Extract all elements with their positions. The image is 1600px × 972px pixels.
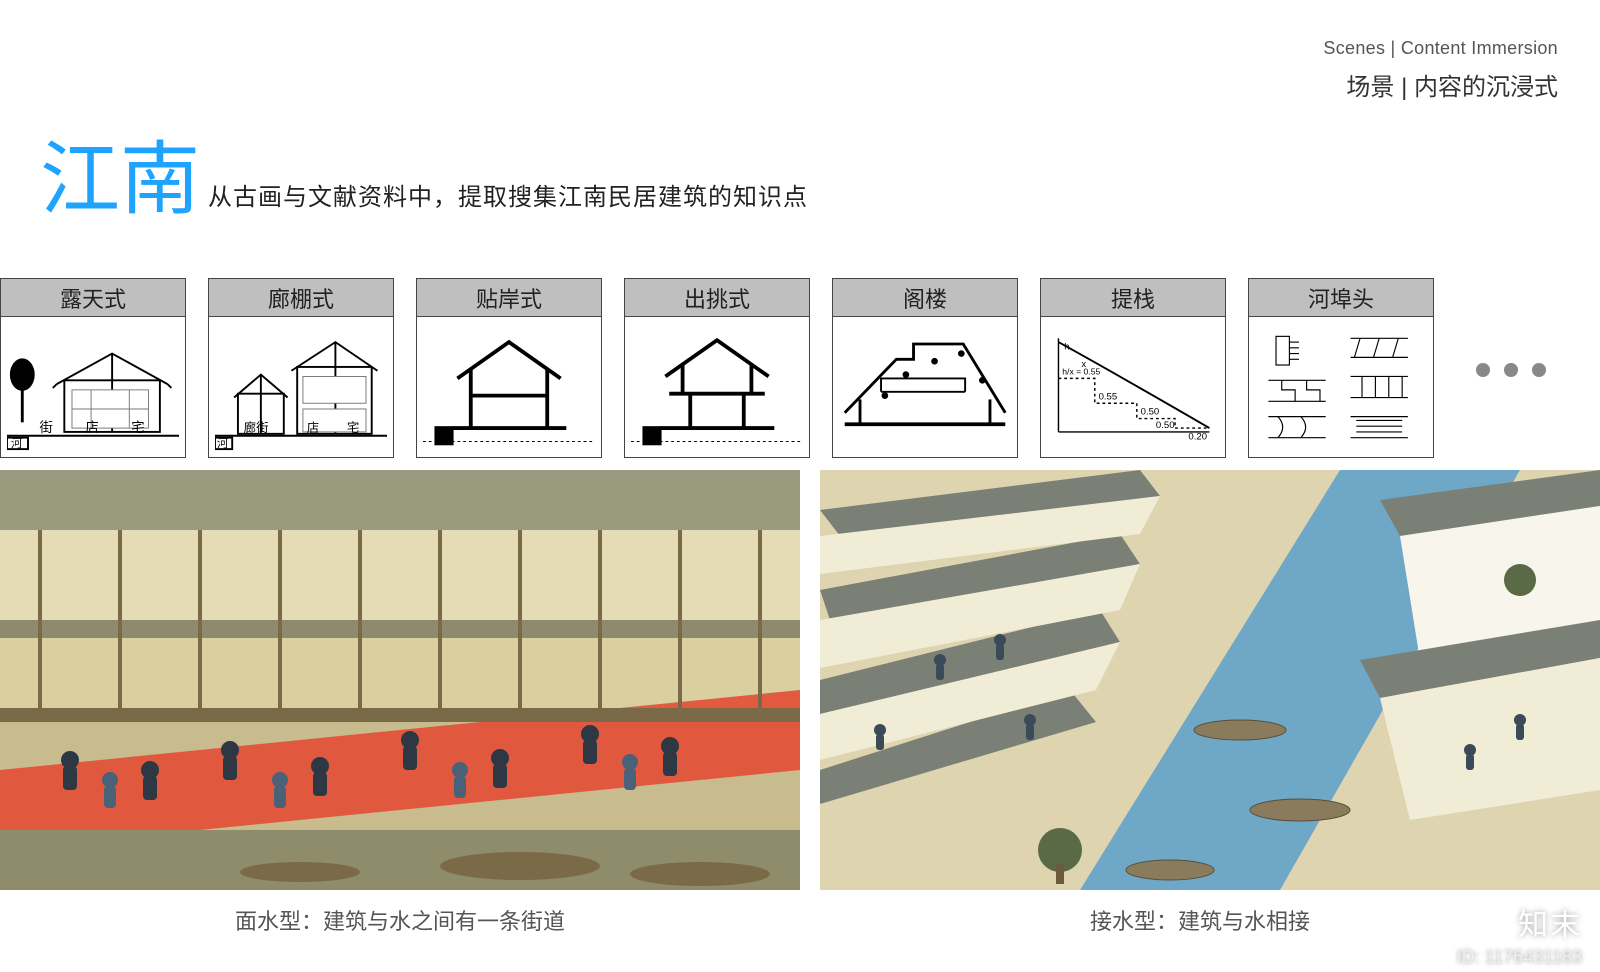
svg-text:河: 河 [217,437,229,450]
type-label: 阁楼 [833,279,1017,317]
type-label: 廊棚式 [209,279,393,317]
svg-text:宅: 宅 [347,420,359,435]
more-icon [1476,363,1546,377]
title-row: 江南 从古画与文献资料中，提取搜集江南民居建筑的知识点 [40,140,808,220]
page-title: 江南 [40,140,200,220]
type-diagram-gelou [833,317,1017,457]
svg-text:0.55: 0.55 [1099,391,1118,402]
type-card-hebutou: 河埠头 [1248,278,1434,458]
type-label: 贴岸式 [417,279,601,317]
svg-text:店: 店 [307,421,319,435]
page-subtitle: 从古画与文献资料中，提取搜集江南民居建筑的知识点 [208,177,808,220]
building-type-row: 露天式 街 店 [0,278,1600,458]
type-diagram-tiean [417,317,601,457]
svg-text:h: h [1064,342,1069,353]
svg-text:廊街: 廊街 [244,420,269,435]
svg-text:店: 店 [85,420,98,435]
type-card-chutiao: 出挑式 [624,278,810,458]
caption-right: 接水型：建筑与水相接 [800,904,1600,936]
type-diagram-chutiao [625,317,809,457]
header-chinese: 场景 | 内容的沉浸式 [1323,67,1558,102]
svg-text:0.50: 0.50 [1141,407,1160,418]
svg-text:河: 河 [11,437,23,450]
type-label: 出挑式 [625,279,809,317]
svg-text:街: 街 [39,420,52,435]
type-card-tiean: 贴岸式 [416,278,602,458]
svg-text:宅: 宅 [131,420,144,435]
watermark-brand: 知末 [1518,900,1582,944]
type-label: 露天式 [1,279,185,317]
watermark-id: ID: 1176431183 [1457,947,1582,968]
type-card-lutian: 露天式 街 店 [0,278,186,458]
caption-left: 面水型：建筑与水之间有一条街道 [0,904,800,936]
paintings-row [0,470,1600,890]
header-english: Scenes | Content Immersion [1323,38,1558,59]
type-card-gelou: 阁楼 [832,278,1018,458]
painting-left [0,470,800,890]
svg-text:0.50: 0.50 [1156,420,1175,431]
type-card-langpeng: 廊棚式 廊街 店 宅 河 [208,278,394,458]
type-card-tizhan: 提栈 h x h/x = 0.55 0.55 0.50 0.50 0.20 [1040,278,1226,458]
captions-row: 面水型：建筑与水之间有一条街道 接水型：建筑与水相接 [0,904,1600,936]
type-diagram-hebutou [1249,317,1433,457]
type-diagram-lutian: 街 店 宅 河 [1,317,185,457]
svg-text:0.20: 0.20 [1188,432,1207,443]
type-label: 提栈 [1041,279,1225,317]
svg-text:h/x = 0.55: h/x = 0.55 [1062,367,1100,377]
type-diagram-tizhan: h x h/x = 0.55 0.55 0.50 0.50 0.20 [1041,317,1225,457]
type-diagram-langpeng: 廊街 店 宅 河 [209,317,393,457]
type-label: 河埠头 [1249,279,1433,317]
header-block: Scenes | Content Immersion 场景 | 内容的沉浸式 [1323,38,1558,102]
painting-right [820,470,1600,890]
